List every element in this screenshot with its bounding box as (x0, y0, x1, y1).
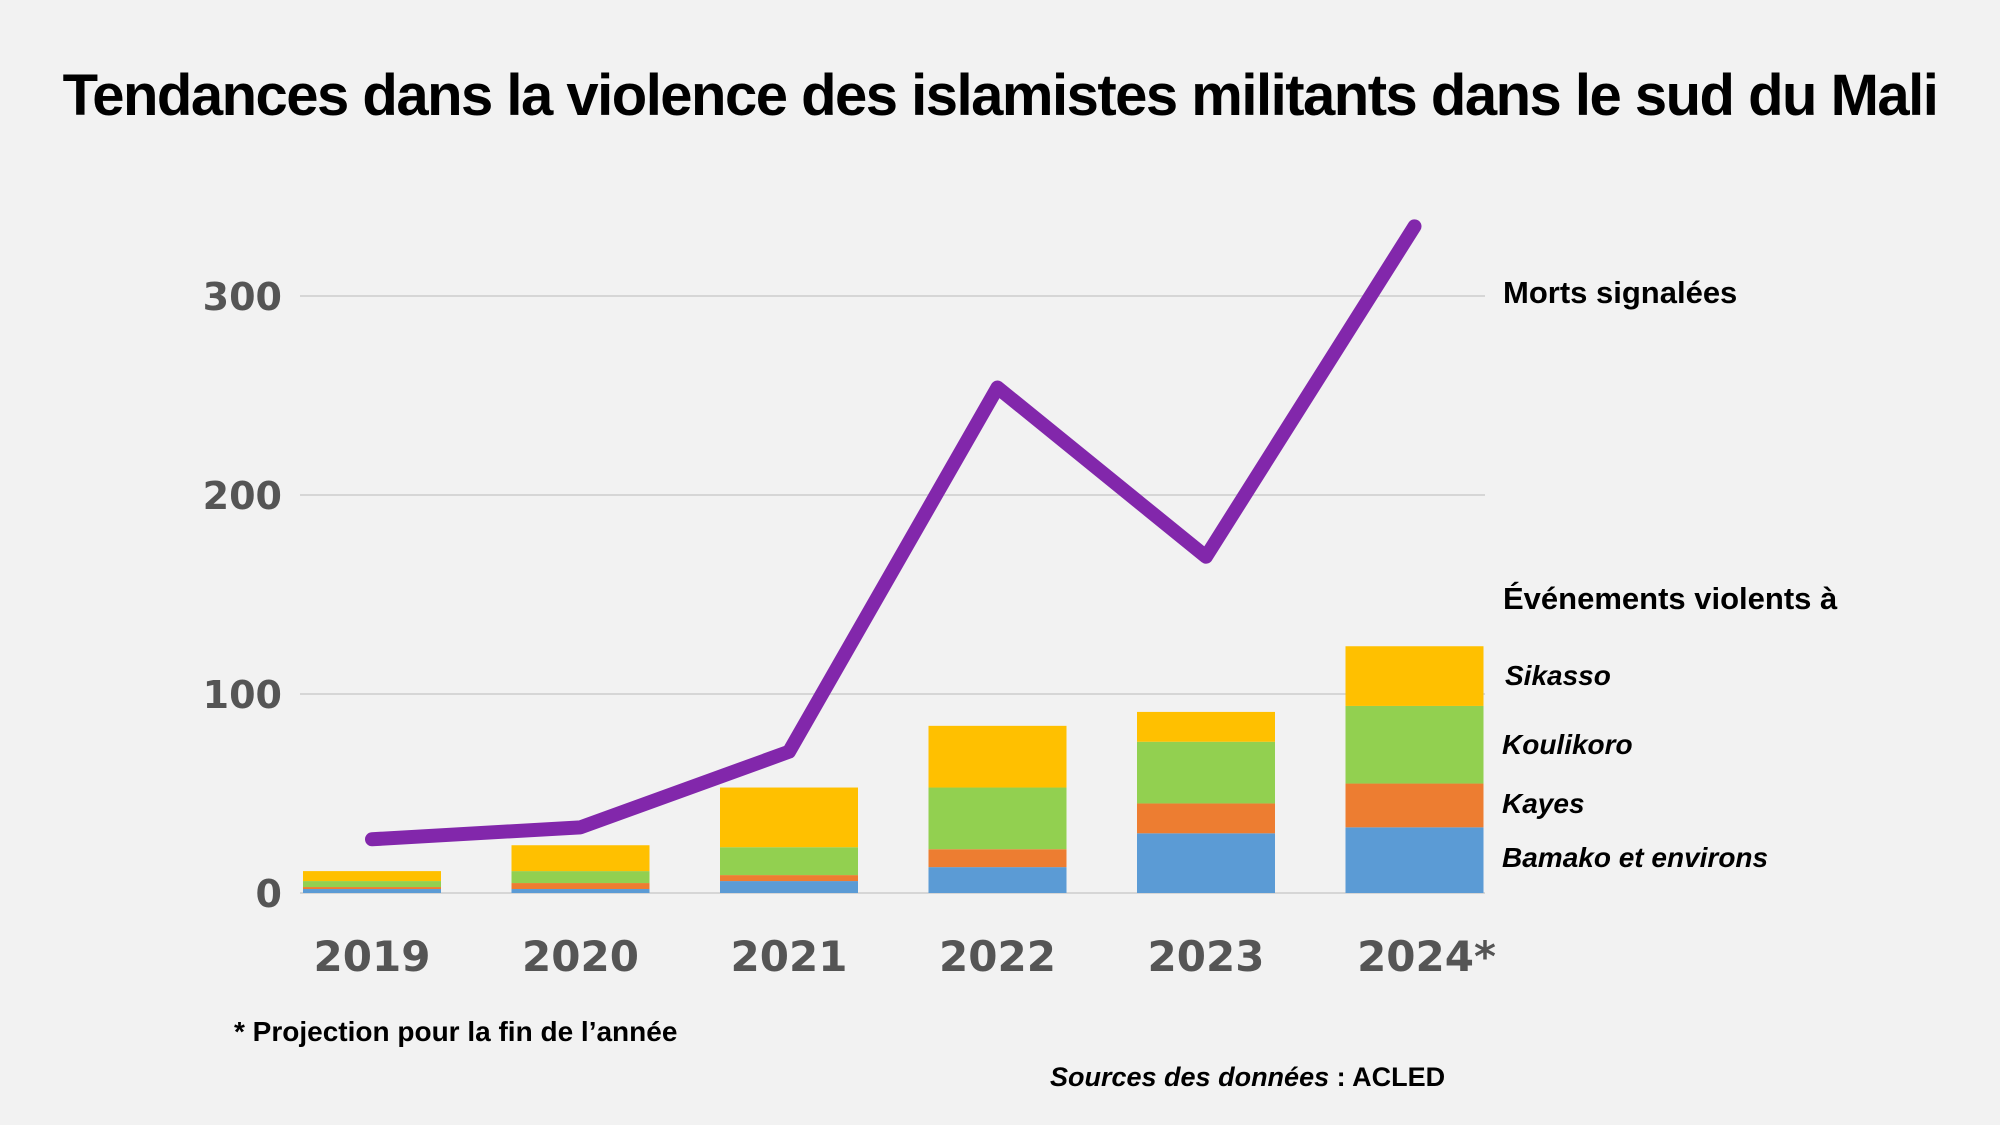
bar-2020-series-2 (511, 871, 650, 884)
x-tick-label-2020: 2020 (522, 932, 639, 981)
bar-2022-series-2 (928, 787, 1067, 850)
x-tick-label-2019: 2019 (314, 932, 431, 981)
line-series-label: Morts signalées (1503, 275, 1737, 310)
bar-2021-series-1 (720, 875, 858, 882)
deaths-line-path (365, 219, 1422, 847)
gridlines (300, 295, 1485, 894)
bar-2020-series-3 (511, 845, 650, 872)
legend-label-3: Sikasso (1505, 660, 1611, 691)
y-tick-label-100: 100 (203, 673, 282, 717)
legend-label-2: Koulikoro (1502, 729, 1633, 760)
y-axis-ticks: 0 100 200 300 (203, 275, 282, 916)
y-tick-label-0: 0 (256, 872, 282, 916)
footnote: * Projection pour la fin de l’année (234, 1016, 678, 1047)
source-label: Sources des données (1050, 1062, 1330, 1092)
bar-2019-series-0 (303, 889, 441, 893)
x-axis-ticks: 2019 2020 2021 2022 2023 2024* (314, 932, 1496, 981)
bar-2022-series-1 (928, 849, 1067, 868)
x-tick-label-2022: 2022 (939, 932, 1056, 981)
legend: Morts signalées Événements violents à Bama… (1502, 275, 1838, 873)
bar-series-group-title: Événements violents à (1503, 581, 1838, 616)
bar-2022-series-0 (928, 867, 1067, 893)
y-tick-label-200: 200 (203, 474, 282, 518)
x-tick-label-2023: 2023 (1148, 932, 1265, 981)
source-value: ACLED (1352, 1062, 1446, 1092)
x-tick-label-2024: 2024* (1357, 932, 1496, 981)
bar-2021-series-3 (720, 787, 858, 848)
bar-2023-series-3 (1137, 711, 1275, 742)
bar-2019-series-3 (303, 871, 441, 882)
x-tick-label-2021: 2021 (731, 932, 848, 981)
chart-title: Tendances dans la violence des islamiste… (62, 63, 1939, 128)
bar-2022-series-3 (928, 725, 1067, 788)
bar-2024-series-3 (1345, 646, 1484, 706)
y-tick-label-300: 300 (203, 275, 282, 319)
legend-label-0: Bamako et environs (1502, 842, 1768, 873)
bar-2020-series-0 (511, 889, 650, 893)
bar-2023-series-1 (1137, 803, 1275, 834)
source-note: Sources des données : ACLED (1050, 1062, 1445, 1093)
deaths-line (365, 219, 1422, 847)
bar-2021-series-2 (720, 847, 858, 876)
bar-2019-series-2 (303, 881, 441, 888)
bar-2023-series-2 (1137, 741, 1275, 804)
legend-label-1: Kayes (1502, 788, 1585, 819)
bar-2024-series-2 (1345, 705, 1484, 784)
bar-2019-series-1 (303, 887, 441, 890)
source-separator: : (1329, 1062, 1353, 1092)
stacked-bars (303, 646, 1484, 893)
bar-2020-series-1 (511, 883, 650, 890)
bar-2023-series-0 (1137, 833, 1275, 893)
bar-2024-series-1 (1345, 783, 1484, 828)
bar-2024-series-0 (1345, 827, 1484, 893)
bar-2021-series-0 (720, 881, 858, 893)
